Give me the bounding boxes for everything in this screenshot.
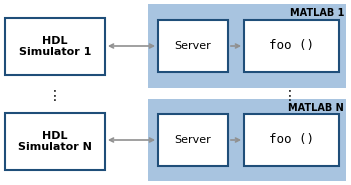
Text: MATLAB 1: MATLAB 1 bbox=[290, 8, 344, 18]
Text: HDL
Simulator N: HDL Simulator N bbox=[18, 131, 92, 152]
Text: foo (): foo () bbox=[269, 40, 314, 53]
Bar bbox=[158, 114, 228, 166]
Bar bbox=[5, 113, 105, 170]
Text: ⋮: ⋮ bbox=[283, 89, 297, 103]
Bar bbox=[244, 20, 339, 72]
Bar bbox=[244, 114, 339, 166]
Text: HDL
Simulator 1: HDL Simulator 1 bbox=[19, 36, 91, 57]
Bar bbox=[148, 99, 346, 181]
Text: MATLAB N: MATLAB N bbox=[288, 103, 344, 113]
Text: foo (): foo () bbox=[269, 134, 314, 147]
Bar bbox=[148, 4, 346, 88]
Bar bbox=[5, 18, 105, 75]
Text: ⋮: ⋮ bbox=[48, 89, 62, 103]
Text: Server: Server bbox=[175, 41, 211, 51]
Text: Server: Server bbox=[175, 135, 211, 145]
Bar bbox=[158, 20, 228, 72]
